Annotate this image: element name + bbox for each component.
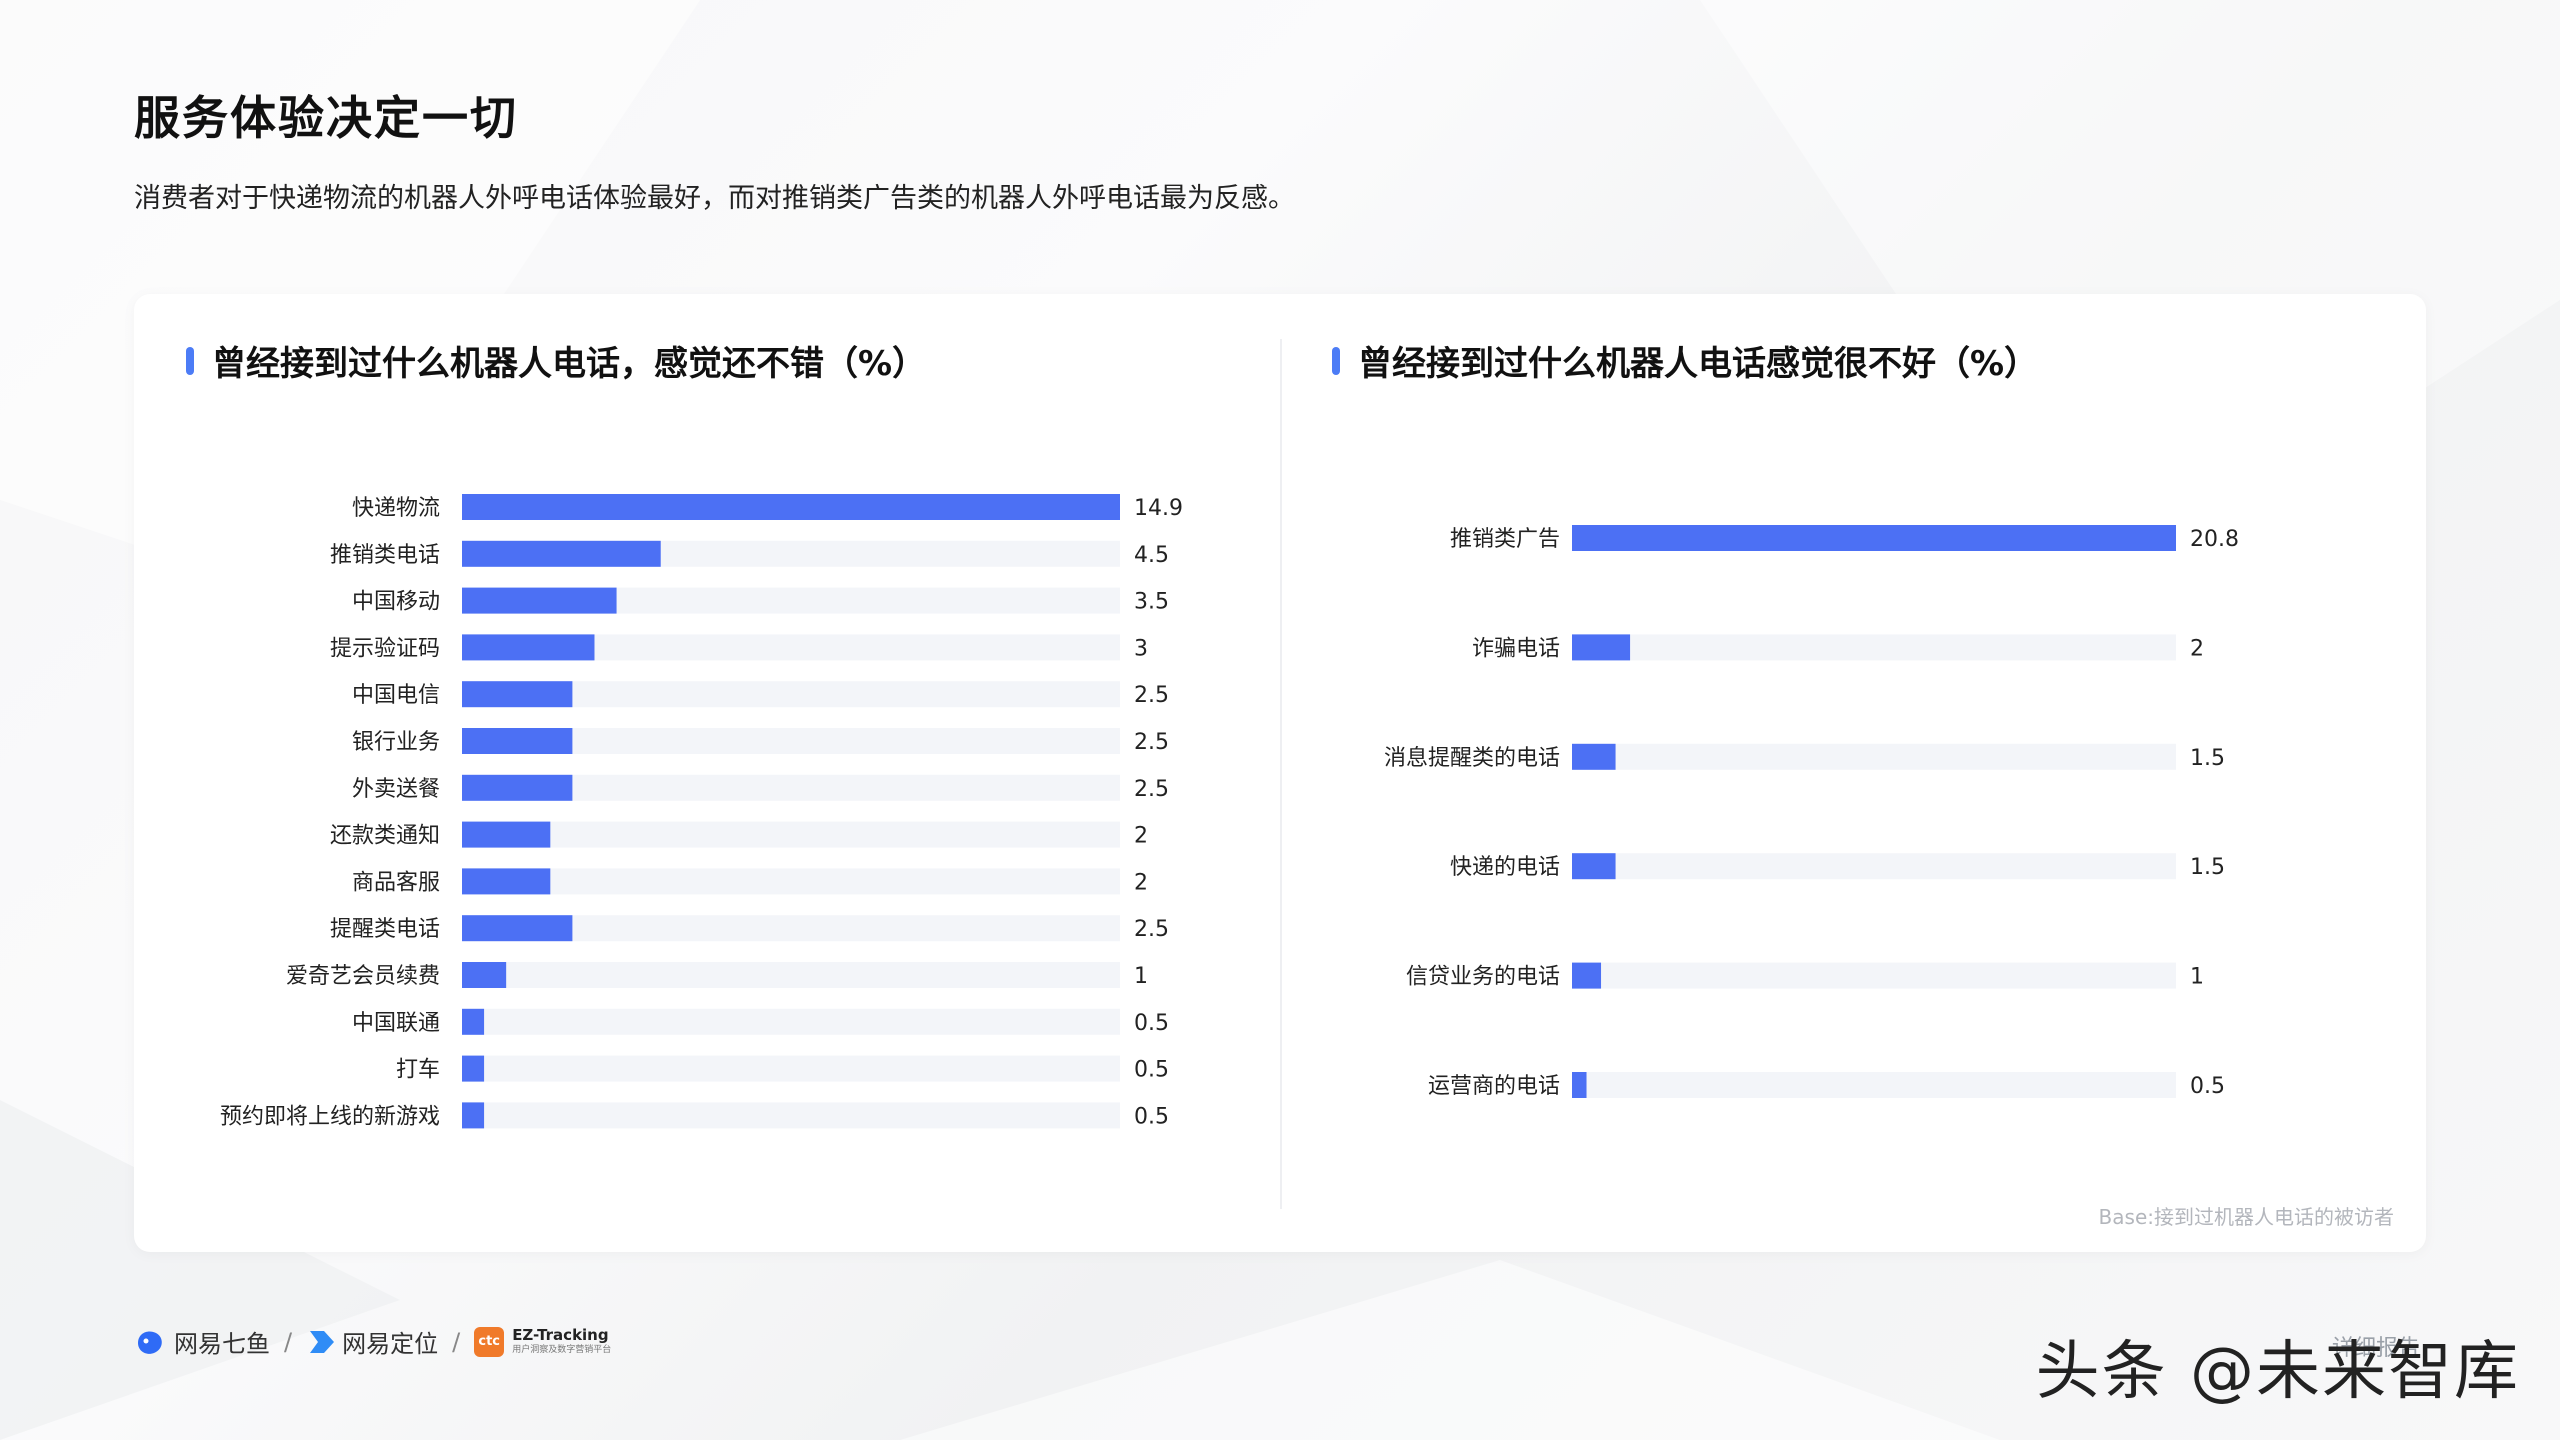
right-bar-chart: 推销类广告 20.8 诈骗电话 2 消息提醒类的电话 1.5 快递的电话 1.5 信贷业务的电话… — [1384, 525, 2239, 1099]
data-label: 20.8 — [2190, 527, 2239, 552]
bar — [462, 634, 595, 661]
chart-title-left-text: 曾经接到过什么机器人电话，感觉还不错（%） — [212, 344, 927, 384]
bar — [462, 540, 661, 567]
bar — [1572, 962, 1602, 989]
bar-track — [462, 1102, 1120, 1129]
category-label: 运营商的电话 — [1428, 1074, 1560, 1099]
category-label: 信贷业务的电话 — [1406, 965, 1560, 990]
category-label: 中国联通 — [352, 1011, 440, 1036]
category-label: 预约即将上线的新游戏 — [220, 1104, 440, 1129]
category-label: 提醒类电话 — [330, 917, 440, 942]
ez-tracking-icon: ctc — [474, 1326, 505, 1357]
watermark-behind-text: 详细报告 — [2331, 1336, 2420, 1361]
category-label: 推销类电话 — [330, 543, 440, 568]
dingwei-arrow-icon — [310, 1330, 335, 1353]
category-label: 提示验证码 — [330, 636, 440, 661]
chart-divider — [1280, 339, 1282, 1209]
bar — [1572, 743, 1616, 770]
footer-separator: / — [452, 1327, 461, 1356]
bar-track — [1572, 853, 2176, 880]
data-label: 2.5 — [1134, 917, 1169, 942]
bar — [462, 494, 1120, 520]
category-label: 中国移动 — [352, 590, 440, 615]
data-label: 2.5 — [1134, 683, 1169, 708]
bar — [462, 681, 573, 708]
bar — [462, 915, 573, 942]
bar-track — [1572, 1072, 2176, 1098]
category-label: 中国电信 — [352, 683, 440, 708]
bar — [1572, 853, 1616, 880]
category-label: 外卖送餐 — [352, 777, 440, 802]
base-note: Base:接到过机器人电话的被访者 — [2098, 1205, 2394, 1229]
bar — [462, 587, 617, 614]
category-label: 诈骗电话 — [1472, 636, 1560, 661]
brand3-sub: 用户洞察及数字营销平台 — [512, 1345, 612, 1355]
category-label: 快递的电话 — [1450, 855, 1560, 880]
data-label: 1 — [1134, 964, 1148, 989]
data-label: 3 — [1134, 636, 1148, 661]
title-accent-mark — [1332, 346, 1340, 375]
data-label: 2 — [1134, 870, 1148, 895]
bar-track — [1572, 743, 2176, 770]
bar — [462, 868, 551, 895]
category-label: 还款类通知 — [330, 824, 440, 849]
category-label: 快递物流 — [352, 496, 440, 521]
data-label: 2.5 — [1134, 777, 1169, 802]
footer-separator: / — [284, 1327, 293, 1356]
bar — [1572, 1072, 1587, 1098]
category-label: 消息提醒类的电话 — [1384, 746, 1560, 771]
bar — [1572, 525, 2176, 551]
left-bar-chart: 快递物流 14.9 推销类电话 4.5 中国移动 3.5 提示验证码 3 中国电信 2.5 银行业务… — [220, 494, 1183, 1129]
qiyu-fish-icon — [138, 1330, 162, 1354]
category-label: 打车 — [396, 1058, 440, 1083]
chart-card: 曾经接到过什么机器人电话，感觉还不错（%） 曾经接到过什么机器人电话感觉很不好（… — [134, 294, 2426, 1252]
data-label: 3.5 — [1134, 590, 1169, 615]
bar-track — [1572, 962, 2176, 989]
data-label: 1.5 — [2190, 746, 2225, 771]
brand1-name: 网易七鱼 — [174, 1330, 270, 1358]
data-label: 1.5 — [2190, 855, 2225, 880]
bar — [462, 962, 507, 988]
bar-track — [462, 1055, 1120, 1082]
ez-tracking-logo: ctc EZ-Tracking 用户洞察及数字营销平台 — [474, 1326, 612, 1357]
brand2-name: 网易定位 — [342, 1330, 439, 1358]
watermark: 头条 @未来智库 — [2035, 1335, 2520, 1409]
chart-title-right: 曾经接到过什么机器人电话感觉很不好（%） — [1332, 336, 2038, 385]
bar — [462, 821, 551, 848]
bar — [462, 1008, 485, 1035]
category-label: 商品客服 — [352, 870, 440, 895]
data-label: 4.5 — [1134, 543, 1169, 568]
page-subtitle: 消费者对于快递物流的机器人外呼电话体验最好，而对推销类广告类的机器人外呼电话最为… — [134, 183, 1295, 214]
footer-logos: 网易七鱼 / 网易定位 / ctc EZ-Tracking 用户洞察及数字营销平… — [134, 1324, 611, 1359]
chart-title-right-text: 曾经接到过什么机器人电话感觉很不好（%） — [1358, 344, 2039, 384]
data-label: 1 — [2190, 965, 2204, 990]
brand3-name: EZ-Tracking — [512, 1326, 609, 1344]
data-label: 2 — [2190, 636, 2204, 661]
data-label: 0.5 — [1134, 1058, 1169, 1083]
chart-title-left: 曾经接到过什么机器人电话，感觉还不错（%） — [186, 336, 926, 385]
bar — [462, 1055, 485, 1082]
bar-track — [462, 962, 1120, 988]
data-label: 14.9 — [1134, 496, 1183, 521]
title-accent-mark — [186, 346, 194, 375]
data-label: 2.5 — [1134, 730, 1169, 755]
bar-track — [462, 1008, 1120, 1035]
data-label: 2 — [1134, 824, 1148, 849]
netease-dingwei-logo: 网易定位 — [306, 1324, 438, 1359]
netease-qiyu-logo: 网易七鱼 — [134, 1324, 270, 1359]
data-label: 0.5 — [1134, 1011, 1169, 1036]
category-label: 推销类广告 — [1450, 527, 1560, 552]
bar — [1572, 634, 1631, 661]
page-title: 服务体验决定一切 — [134, 91, 518, 145]
bar — [462, 774, 573, 801]
bar — [462, 1102, 485, 1129]
category-label: 爱奇艺会员续费 — [286, 964, 440, 989]
bar — [462, 728, 573, 754]
category-label: 银行业务 — [352, 730, 440, 755]
data-label: 0.5 — [2190, 1074, 2225, 1099]
bar-track — [462, 821, 1120, 848]
bar-track — [462, 868, 1120, 895]
data-label: 0.5 — [1134, 1104, 1169, 1129]
bar-track — [1572, 634, 2176, 661]
